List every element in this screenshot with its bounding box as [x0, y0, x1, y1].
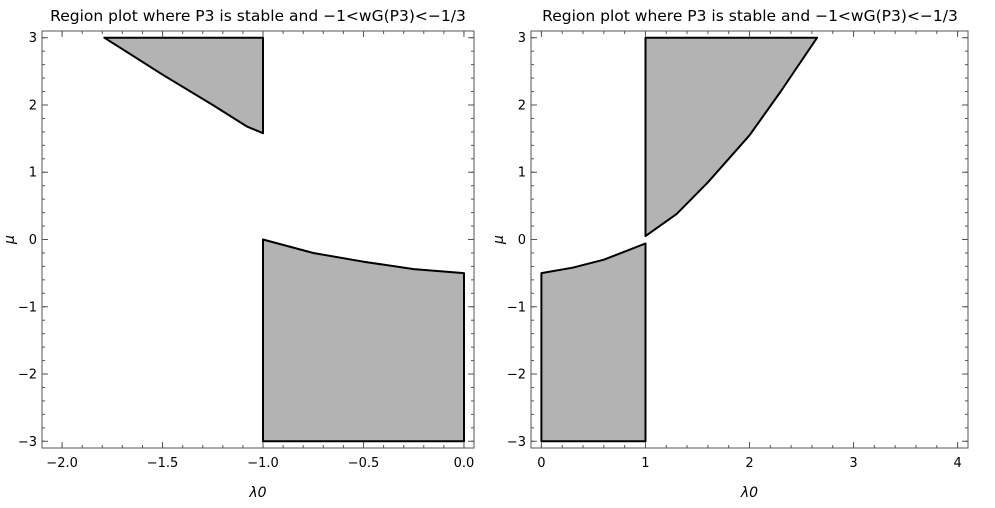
- y-tick-label: −2: [18, 368, 37, 383]
- x-tick-label: −1.5: [147, 456, 179, 471]
- y-tick-label: −3: [507, 435, 526, 450]
- x-tick-label: −1.0: [247, 456, 279, 471]
- y-tick-label: −3: [18, 435, 37, 450]
- region-1: [644, 36, 819, 238]
- y-tick-label: 1: [29, 166, 37, 181]
- y-tick-label: −2: [507, 368, 526, 383]
- y-tick-label: −1: [18, 300, 37, 315]
- y-tick-label: 3: [29, 31, 37, 46]
- x-axis-label: λ0: [248, 485, 266, 501]
- region-1: [103, 36, 264, 135]
- x-tick-label: 2: [745, 456, 753, 471]
- y-tick-label: −1: [507, 300, 526, 315]
- y-tick-label: 1: [518, 166, 526, 181]
- y-axis-label: μ: [491, 235, 507, 245]
- plot-title: Region plot where P3 is stable and −1<wG…: [542, 7, 958, 25]
- y-tick-label: 2: [29, 98, 37, 113]
- y-tick-label: 0: [518, 233, 526, 248]
- right-region-plot: 0 1 2 3 4 −3 −2 −1 0 1 2 3 Region plot where P3 is s…: [491, 7, 969, 501]
- left-region-plot: −2.0 −1.5 −1.0 −0.5 0.0 −3 −2 −1 0 1 2 3 Region plot…: [2, 7, 475, 501]
- x-tick-label: 3: [849, 456, 857, 471]
- region-2: [262, 238, 465, 443]
- y-tick-label: 3: [518, 31, 526, 46]
- x-tick-label: −2.0: [46, 456, 78, 471]
- y-axis-label: μ: [2, 235, 18, 245]
- region-2: [540, 242, 647, 443]
- x-tick-label: 0: [537, 456, 545, 471]
- y-tick-label: 0: [29, 233, 37, 248]
- plot-title: Region plot where P3 is stable and −1<wG…: [50, 7, 466, 25]
- x-tick-label: 0.0: [454, 456, 475, 471]
- y-tick-label: 2: [518, 98, 526, 113]
- x-tick-label: 4: [953, 456, 961, 471]
- x-axis-label: λ0: [740, 485, 758, 501]
- x-tick-label: 1: [641, 456, 649, 471]
- x-tick-label: −0.5: [348, 456, 380, 471]
